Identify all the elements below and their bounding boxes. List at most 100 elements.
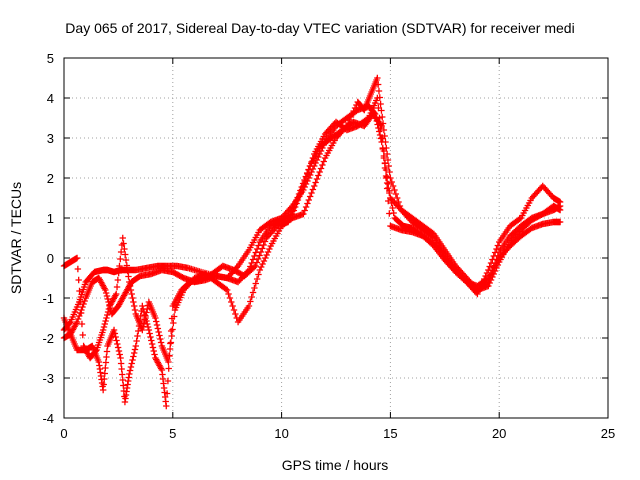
data-point bbox=[380, 154, 388, 162]
data-point bbox=[101, 320, 108, 328]
data-point bbox=[483, 269, 491, 277]
data-point bbox=[128, 360, 135, 367]
x-tick-label: 20 bbox=[492, 426, 506, 441]
data-point bbox=[166, 352, 173, 359]
data-point bbox=[255, 271, 262, 278]
data-point bbox=[116, 351, 123, 358]
data-point bbox=[119, 371, 126, 378]
data-point bbox=[289, 208, 296, 215]
data-point bbox=[128, 290, 135, 298]
data-point bbox=[129, 294, 136, 302]
y-tick-label: -2 bbox=[42, 331, 54, 346]
data-point bbox=[245, 302, 253, 310]
data-point bbox=[141, 316, 148, 323]
data-point bbox=[129, 356, 136, 364]
data-point bbox=[99, 386, 107, 394]
data-point bbox=[479, 278, 487, 286]
data-point bbox=[130, 349, 138, 357]
data-point bbox=[121, 245, 128, 253]
data-point bbox=[389, 182, 397, 190]
data-point bbox=[302, 203, 310, 211]
plot-frame bbox=[63, 57, 609, 419]
data-point bbox=[383, 173, 391, 181]
data-point bbox=[132, 342, 140, 350]
data-point bbox=[105, 305, 113, 313]
data-point bbox=[169, 326, 176, 333]
data-point bbox=[76, 287, 83, 295]
data-point bbox=[375, 87, 383, 95]
data-point bbox=[153, 318, 160, 325]
data-point bbox=[147, 333, 154, 341]
data-point bbox=[516, 215, 523, 223]
data-point bbox=[117, 360, 125, 367]
data-point bbox=[103, 314, 110, 322]
data-point bbox=[127, 363, 135, 371]
data-point bbox=[157, 339, 165, 346]
data-point bbox=[378, 107, 385, 114]
data-point bbox=[260, 257, 268, 265]
data-point bbox=[382, 172, 390, 180]
data-point bbox=[77, 309, 85, 317]
data-point bbox=[125, 273, 132, 280]
data-point bbox=[474, 290, 481, 298]
data-point bbox=[386, 189, 393, 197]
data-point bbox=[476, 284, 484, 292]
data-point bbox=[394, 194, 401, 202]
data-point bbox=[490, 252, 497, 260]
data-point bbox=[475, 287, 482, 295]
data-point bbox=[347, 113, 355, 121]
data-point bbox=[103, 292, 111, 300]
data-point bbox=[556, 218, 564, 226]
data-point bbox=[139, 326, 146, 334]
data-point bbox=[104, 295, 111, 303]
data-point bbox=[385, 162, 392, 170]
data-point bbox=[374, 74, 381, 82]
data-point bbox=[99, 326, 107, 334]
data-point bbox=[266, 245, 273, 253]
data-point bbox=[166, 345, 174, 353]
data-point bbox=[291, 201, 299, 208]
data-point bbox=[350, 107, 357, 115]
data-point bbox=[299, 180, 307, 187]
data-point bbox=[148, 340, 156, 348]
data-point bbox=[252, 280, 259, 287]
data-point bbox=[320, 158, 327, 165]
data-point bbox=[101, 375, 108, 383]
data-point bbox=[387, 174, 394, 182]
data-point bbox=[102, 359, 110, 366]
data-point bbox=[258, 263, 265, 271]
data-point bbox=[302, 173, 310, 180]
data-point bbox=[75, 276, 82, 284]
data-point bbox=[306, 193, 314, 200]
data-point bbox=[123, 262, 131, 269]
data-point bbox=[343, 122, 351, 130]
data-point bbox=[262, 254, 269, 262]
data-point bbox=[376, 94, 383, 101]
data-point bbox=[385, 197, 392, 205]
data-point bbox=[163, 402, 170, 410]
data-point bbox=[154, 325, 162, 332]
data-point bbox=[102, 364, 109, 372]
data-point bbox=[114, 340, 121, 348]
y-tick-label: 3 bbox=[47, 131, 54, 146]
data-point bbox=[113, 283, 121, 291]
data-point bbox=[486, 263, 493, 270]
data-point bbox=[389, 204, 396, 212]
data-point bbox=[381, 132, 388, 140]
data-point bbox=[113, 290, 120, 298]
x-tick-label: 0 bbox=[60, 426, 67, 441]
data-point bbox=[165, 365, 172, 372]
data-point bbox=[315, 172, 322, 179]
data-point bbox=[100, 381, 107, 388]
y-tick-label: 5 bbox=[47, 51, 54, 66]
data-point bbox=[382, 138, 389, 146]
data-point bbox=[481, 275, 488, 283]
data-point bbox=[253, 259, 261, 266]
data-point bbox=[351, 104, 359, 112]
data-point bbox=[168, 332, 175, 340]
data-point bbox=[104, 311, 111, 319]
y-tick-label: 1 bbox=[47, 211, 54, 226]
data-point bbox=[346, 116, 353, 124]
x-tick-label: 10 bbox=[274, 426, 288, 441]
data-point bbox=[131, 306, 139, 314]
